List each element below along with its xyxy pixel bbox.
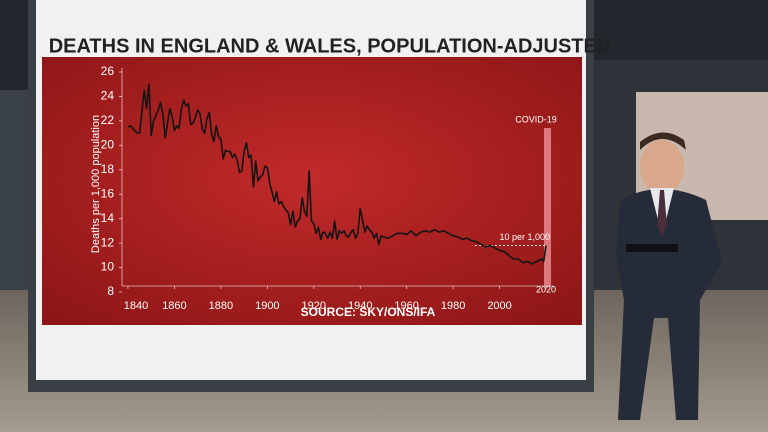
y-tick-label: 12 — [101, 235, 115, 249]
x-tick-label: 1980 — [441, 300, 465, 312]
x-tick-label: 1880 — [209, 300, 233, 312]
y-tick-label: 20 — [101, 138, 115, 152]
presenter-hair — [640, 132, 686, 150]
left-screen — [0, 90, 30, 290]
covid-band — [544, 128, 551, 286]
presenter-head — [640, 140, 684, 194]
chart-source: SOURCE: SKY/ONS/IFA — [301, 305, 436, 319]
x-tick-label: 1940 — [348, 300, 372, 312]
y-tick-label: 22 — [101, 113, 115, 127]
y-tick-label: 26 — [101, 64, 115, 78]
x-tick-label: 1860 — [162, 300, 186, 312]
y-tick-label: 16 — [101, 186, 115, 200]
x-tick-label: 1840 — [124, 300, 148, 312]
x-tick-label: 2000 — [487, 300, 511, 312]
data-line — [127, 83, 547, 265]
x-tick-label: 1920 — [302, 300, 326, 312]
covid-label: COVID-19 — [515, 114, 557, 124]
y-tick-label: 10 — [101, 260, 115, 274]
presenter-tie — [657, 190, 667, 236]
chart-title: DEATHS IN ENGLAND & WALES, POPULATION-AD… — [49, 35, 612, 57]
presenter-tablet — [626, 244, 678, 252]
plot-area: 8 10 12 14 16 18 20 22 24 26 1840 1860 1880 1900 1920 1… — [101, 64, 557, 312]
x-tick-label: 1900 — [255, 300, 279, 312]
y-tick-label: 24 — [101, 89, 115, 103]
y-tick-label: 18 — [101, 162, 115, 176]
x-tick-label: 2020 — [536, 284, 556, 294]
y-tick-label: 14 — [101, 211, 115, 225]
reference-label: 10 per 1,000 — [499, 232, 550, 242]
x-tick-label: 1960 — [394, 300, 418, 312]
chart-panel — [42, 57, 582, 325]
y-tick-label: 8 — [107, 284, 114, 298]
presenter — [616, 132, 722, 420]
y-axis-label: Deaths per 1,000 population — [90, 115, 102, 253]
